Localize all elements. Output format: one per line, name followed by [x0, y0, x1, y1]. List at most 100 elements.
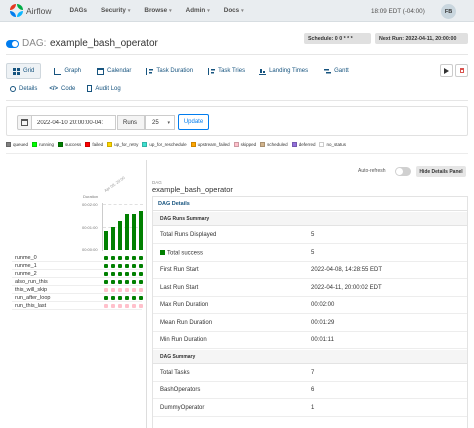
tab-task-duration[interactable]: Task Duration: [141, 63, 198, 79]
legend-item-skipped[interactable]: skipped: [233, 142, 256, 147]
task-instance-cell[interactable]: [104, 264, 108, 268]
nav-dags[interactable]: DAGs: [69, 7, 88, 14]
timezone-clock[interactable]: 18:09 EDT (-04:00): [371, 8, 425, 15]
tab-gantt[interactable]: Gantt: [319, 63, 354, 79]
task-instance-cell[interactable]: [139, 304, 143, 308]
tab-graph[interactable]: Graph: [49, 63, 86, 79]
task-instance-cell[interactable]: [118, 280, 122, 284]
run-duration-bar[interactable]: [125, 214, 129, 250]
task-instance-cell[interactable]: [104, 296, 108, 300]
task-instance-cell[interactable]: [104, 304, 108, 308]
update-button[interactable]: Update: [178, 114, 209, 130]
trigger-dag-button[interactable]: [440, 64, 453, 77]
task-instance-cell[interactable]: [132, 256, 136, 260]
legend-item-failed[interactable]: failed: [85, 142, 103, 147]
legend-item-no-status[interactable]: no_status: [319, 142, 346, 147]
dag-pause-toggle[interactable]: [6, 40, 19, 48]
run-duration-bar[interactable]: [104, 231, 108, 250]
task-row[interactable]: runme_0: [12, 254, 143, 262]
task-instance-cell[interactable]: [132, 296, 136, 300]
base-date-input[interactable]: [32, 115, 116, 130]
task-instance-cell[interactable]: [111, 264, 115, 268]
task-instance-cell[interactable]: [125, 288, 129, 292]
user-avatar[interactable]: FB: [441, 4, 456, 19]
task-row[interactable]: this_will_skip: [12, 286, 143, 294]
task-row[interactable]: run_after_loop: [12, 294, 143, 302]
task-name[interactable]: runme_2: [15, 271, 37, 277]
run-duration-bar[interactable]: [111, 227, 115, 250]
legend-item-scheduled[interactable]: scheduled: [260, 142, 288, 147]
legend-item-up-for-reschedule[interactable]: up_for_reschedule: [142, 142, 187, 147]
tab-code[interactable]: </> Code: [49, 85, 76, 92]
nav-browse[interactable]: Browse ▾: [144, 7, 172, 14]
tab-calendar[interactable]: Calendar: [92, 63, 136, 79]
legend-item-running[interactable]: running: [32, 142, 54, 147]
task-instance-cell[interactable]: [125, 296, 129, 300]
task-instance-cell[interactable]: [132, 304, 136, 308]
task-instance-cell[interactable]: [118, 296, 122, 300]
task-instance-cell[interactable]: [104, 280, 108, 284]
run-duration-bar[interactable]: [139, 211, 143, 250]
task-instance-cell[interactable]: [132, 264, 136, 268]
task-instance-cell[interactable]: [125, 272, 129, 276]
task-instance-cell[interactable]: [132, 272, 136, 276]
task-instance-cell[interactable]: [111, 256, 115, 260]
panel-resizer[interactable]: [146, 160, 147, 428]
task-instance-cell[interactable]: [132, 280, 136, 284]
airflow-logo[interactable]: Airflow: [10, 4, 52, 17]
task-instance-cell[interactable]: [139, 256, 143, 260]
date-picker-button[interactable]: [17, 115, 32, 130]
task-row[interactable]: also_run_this: [12, 278, 143, 286]
task-instance-cell[interactable]: [111, 272, 115, 276]
task-instance-cell[interactable]: [111, 288, 115, 292]
task-instance-cell[interactable]: [139, 264, 143, 268]
delete-dag-button[interactable]: [455, 64, 468, 77]
task-instance-cell[interactable]: [139, 296, 143, 300]
task-name[interactable]: runme_1: [15, 263, 37, 269]
legend-item-upstream-failed[interactable]: upstream_failed: [190, 142, 230, 147]
task-instance-cell[interactable]: [111, 280, 115, 284]
tab-grid[interactable]: Grid: [6, 63, 42, 79]
legend-item-success[interactable]: success: [58, 142, 81, 147]
task-instance-cell[interactable]: [104, 256, 108, 260]
task-name[interactable]: run_this_last: [15, 303, 47, 309]
task-row[interactable]: run_this_last: [12, 302, 143, 310]
auto-refresh-toggle[interactable]: [395, 167, 411, 176]
tab-landing-times[interactable]: Landing Times: [254, 63, 313, 79]
task-instance-cell[interactable]: [118, 264, 122, 268]
task-instance-cell[interactable]: [139, 288, 143, 292]
task-instance-cell[interactable]: [125, 264, 129, 268]
task-instance-cell[interactable]: [118, 256, 122, 260]
nav-security[interactable]: Security ▾: [101, 7, 131, 14]
task-instance-cell[interactable]: [118, 272, 122, 276]
task-instance-cell[interactable]: [125, 304, 129, 308]
task-name[interactable]: runme_0: [15, 255, 37, 261]
tab-audit-log[interactable]: Audit Log: [87, 85, 121, 92]
legend-item-queued[interactable]: queued: [6, 142, 28, 147]
task-instance-cell[interactable]: [118, 288, 122, 292]
task-instance-cell[interactable]: [139, 280, 143, 284]
task-name[interactable]: this_will_skip: [15, 287, 48, 293]
tab-details[interactable]: Details: [10, 85, 37, 92]
tab-task-tries[interactable]: Task Tries: [203, 63, 250, 79]
task-instance-cell[interactable]: [118, 304, 122, 308]
nav-docs[interactable]: Docs ▾: [223, 7, 244, 14]
task-instance-cell[interactable]: [132, 288, 136, 292]
run-duration-bar[interactable]: [118, 221, 122, 250]
legend-item-up-for-retry[interactable]: up_for_retry: [107, 142, 138, 147]
hide-details-button[interactable]: Hide Details Panel: [416, 166, 466, 177]
task-instance-cell[interactable]: [125, 256, 129, 260]
task-row[interactable]: runme_1: [12, 262, 143, 270]
task-instance-cell[interactable]: [125, 280, 129, 284]
legend-item-deferred[interactable]: deferred: [291, 142, 315, 147]
task-instance-cell[interactable]: [111, 296, 115, 300]
nav-admin[interactable]: Admin ▾: [185, 7, 210, 14]
runs-select[interactable]: 25 ▾: [145, 115, 175, 130]
task-instance-cell[interactable]: [104, 272, 108, 276]
task-instance-cell[interactable]: [104, 288, 108, 292]
task-instance-cell[interactable]: [139, 272, 143, 276]
task-name[interactable]: run_after_loop: [15, 295, 51, 301]
run-duration-bar[interactable]: [132, 214, 136, 250]
task-name[interactable]: also_run_this: [15, 279, 48, 285]
task-row[interactable]: runme_2: [12, 270, 143, 278]
